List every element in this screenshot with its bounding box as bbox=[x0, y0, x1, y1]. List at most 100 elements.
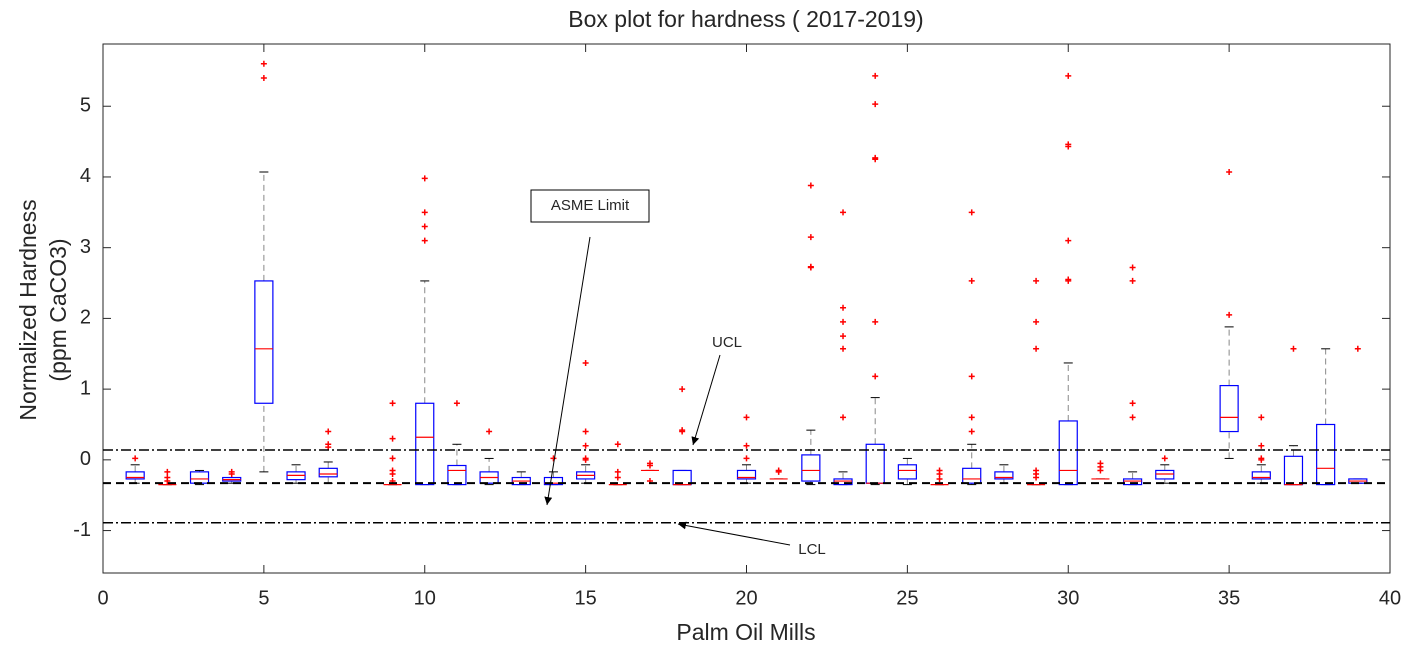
box bbox=[318, 467, 338, 478]
outlier bbox=[840, 414, 847, 421]
outlier bbox=[872, 318, 879, 325]
box bbox=[736, 469, 757, 480]
box bbox=[415, 402, 435, 486]
y-tick-label: 5 bbox=[80, 95, 91, 117]
outlier bbox=[1226, 169, 1233, 176]
box bbox=[1316, 423, 1336, 486]
outlier bbox=[1097, 467, 1104, 474]
y-axis-label: (ppm CaCO3) bbox=[45, 238, 71, 381]
outlier bbox=[325, 441, 332, 448]
box bbox=[254, 280, 274, 404]
outlier bbox=[807, 182, 814, 189]
outlier bbox=[1033, 474, 1040, 481]
box bbox=[994, 471, 1014, 480]
outlier bbox=[453, 400, 460, 407]
outlier bbox=[807, 263, 814, 270]
outlier bbox=[1129, 264, 1136, 271]
outlier bbox=[872, 101, 879, 108]
outlier bbox=[1258, 442, 1265, 449]
outlier bbox=[582, 456, 589, 463]
box bbox=[1219, 384, 1239, 433]
annotation: ASME Limit bbox=[551, 197, 630, 214]
outlier bbox=[228, 470, 235, 477]
box bbox=[1155, 469, 1175, 480]
outlier bbox=[968, 428, 975, 435]
outlier bbox=[260, 60, 267, 67]
x-tick-label: 35 bbox=[1218, 587, 1240, 609]
outlier bbox=[164, 478, 171, 485]
outlier bbox=[1065, 141, 1072, 148]
x-tick-label: 25 bbox=[896, 587, 918, 609]
outlier bbox=[582, 442, 589, 449]
box bbox=[447, 464, 467, 486]
box bbox=[1058, 420, 1078, 486]
outlier bbox=[807, 234, 814, 241]
box bbox=[897, 464, 917, 480]
x-axis-label: Palm Oil Mills bbox=[676, 619, 815, 645]
outlier bbox=[968, 277, 975, 284]
y-tick-label: -1 bbox=[73, 519, 91, 541]
outlier bbox=[840, 345, 847, 352]
annotation: UCL bbox=[712, 334, 742, 351]
outlier bbox=[389, 435, 396, 442]
outlier bbox=[1065, 237, 1072, 244]
y-tick-label: 3 bbox=[80, 236, 91, 258]
outlier bbox=[968, 414, 975, 421]
outlier bbox=[389, 470, 396, 477]
outlier bbox=[389, 400, 396, 407]
outlier bbox=[421, 175, 428, 182]
outlier bbox=[1258, 414, 1265, 421]
outlier bbox=[582, 359, 589, 366]
outlier bbox=[1258, 456, 1265, 463]
outlier bbox=[743, 414, 750, 421]
outlier bbox=[872, 154, 879, 161]
outlier bbox=[582, 428, 589, 435]
x-tick-label: 5 bbox=[258, 587, 269, 609]
outlier bbox=[421, 223, 428, 230]
outlier bbox=[486, 428, 493, 435]
outlier bbox=[1129, 400, 1136, 407]
box bbox=[1251, 471, 1271, 480]
outlier bbox=[1161, 455, 1168, 462]
annotation-arrow bbox=[677, 521, 791, 546]
outlier bbox=[872, 72, 879, 79]
outlier bbox=[325, 428, 332, 435]
box bbox=[833, 478, 853, 486]
outlier bbox=[1065, 276, 1072, 283]
outlier bbox=[743, 455, 750, 462]
annotation-arrow bbox=[544, 236, 591, 506]
outlier bbox=[1226, 311, 1233, 318]
outlier bbox=[968, 209, 975, 216]
x-tick-label: 20 bbox=[735, 587, 757, 609]
outlier bbox=[840, 304, 847, 311]
chart-title: Box plot for hardness ( 2017-2019) bbox=[568, 6, 923, 32]
outlier bbox=[743, 442, 750, 449]
outlier bbox=[421, 237, 428, 244]
outlier bbox=[1129, 277, 1136, 284]
outlier bbox=[872, 373, 879, 380]
outlier bbox=[1354, 345, 1361, 352]
x-tick-label: 40 bbox=[1379, 587, 1401, 609]
outlier bbox=[840, 209, 847, 216]
outlier bbox=[389, 455, 396, 462]
outlier bbox=[1033, 318, 1040, 325]
y-tick-label: 1 bbox=[80, 377, 91, 399]
x-tick-label: 10 bbox=[414, 587, 436, 609]
outlier bbox=[260, 74, 267, 81]
x-tick-label: 0 bbox=[97, 587, 108, 609]
outlier bbox=[550, 455, 557, 462]
outlier bbox=[1033, 345, 1040, 352]
outlier bbox=[840, 318, 847, 325]
x-tick-label: 15 bbox=[575, 587, 597, 609]
box bbox=[125, 471, 145, 480]
x-tick-label: 30 bbox=[1057, 587, 1079, 609]
outlier bbox=[679, 386, 686, 393]
outlier bbox=[936, 475, 943, 482]
outlier bbox=[775, 468, 782, 475]
outlier bbox=[840, 333, 847, 340]
box bbox=[801, 454, 821, 482]
y-tick-label: 0 bbox=[80, 448, 91, 470]
outlier bbox=[1065, 72, 1072, 79]
outlier bbox=[614, 474, 621, 481]
